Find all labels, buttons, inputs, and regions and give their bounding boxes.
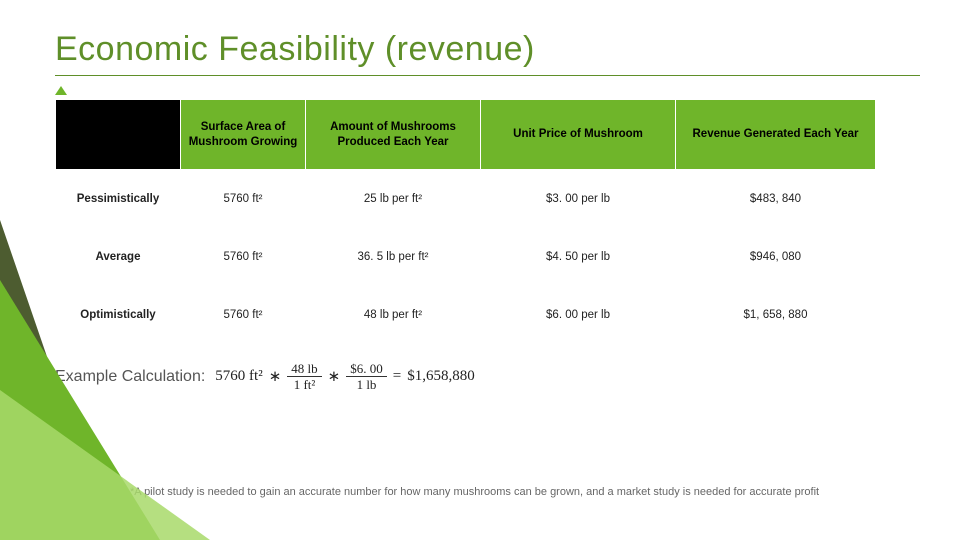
frac-den: 1 lb — [353, 377, 381, 391]
slide: Economic Feasibility (revenue) Surface A… — [0, 0, 960, 540]
table-header-price: Unit Price of Mushroom — [481, 100, 676, 170]
cell-price: $6. 00 per lb — [481, 286, 676, 344]
content-area: Economic Feasibility (revenue) Surface A… — [55, 30, 920, 391]
cell-price: $4. 50 per lb — [481, 228, 676, 286]
table-row: Pessimistically 5760 ft² 25 lb per ft² $… — [56, 170, 876, 228]
cell-revenue: $483, 840 — [676, 170, 876, 228]
frac-den: 1 ft² — [290, 377, 320, 391]
formula-rhs: $1,658,880 — [407, 368, 475, 385]
revenue-table: Surface Area of Mushroom Growing Amount … — [55, 99, 876, 344]
cell-price: $3. 00 per lb — [481, 170, 676, 228]
example-calculation: Example Calculation: 5760 ft² ∗ 48 lb 1 … — [55, 362, 920, 391]
chevron-up-icon — [55, 86, 67, 95]
table-header-row: Surface Area of Mushroom Growing Amount … — [56, 100, 876, 170]
formula-fraction-1: 48 lb 1 ft² — [287, 362, 321, 391]
cell-amount: 25 lb per ft² — [306, 170, 481, 228]
frac-num: 48 lb — [287, 362, 321, 377]
mult-sign: ∗ — [269, 367, 282, 386]
mult-sign: ∗ — [328, 367, 341, 386]
example-formula: 5760 ft² ∗ 48 lb 1 ft² ∗ $6. 00 1 lb = $… — [215, 362, 474, 391]
table-header-area: Surface Area of Mushroom Growing — [181, 100, 306, 170]
equals-sign: = — [393, 368, 401, 385]
frac-num: $6. 00 — [346, 362, 387, 377]
cell-area: 5760 ft² — [181, 228, 306, 286]
cell-area: 5760 ft² — [181, 286, 306, 344]
cell-amount: 48 lb per ft² — [306, 286, 481, 344]
footnote: *A pilot study is needed to gain an accu… — [130, 486, 900, 498]
decor-triangle-light — [0, 390, 210, 540]
formula-lhs: 5760 ft² — [215, 368, 262, 385]
table-header-amount: Amount of Mushrooms Produced Each Year — [306, 100, 481, 170]
table-header-corner — [56, 100, 181, 170]
row-label: Pessimistically — [56, 170, 181, 228]
cell-revenue: $946, 080 — [676, 228, 876, 286]
formula-fraction-2: $6. 00 1 lb — [346, 362, 387, 391]
table-row: Optimistically 5760 ft² 48 lb per ft² $6… — [56, 286, 876, 344]
cell-revenue: $1, 658, 880 — [676, 286, 876, 344]
cell-amount: 36. 5 lb per ft² — [306, 228, 481, 286]
table-header-revenue: Revenue Generated Each Year — [676, 100, 876, 170]
table-row: Average 5760 ft² 36. 5 lb per ft² $4. 50… — [56, 228, 876, 286]
page-title: Economic Feasibility (revenue) — [55, 30, 920, 76]
cell-area: 5760 ft² — [181, 170, 306, 228]
